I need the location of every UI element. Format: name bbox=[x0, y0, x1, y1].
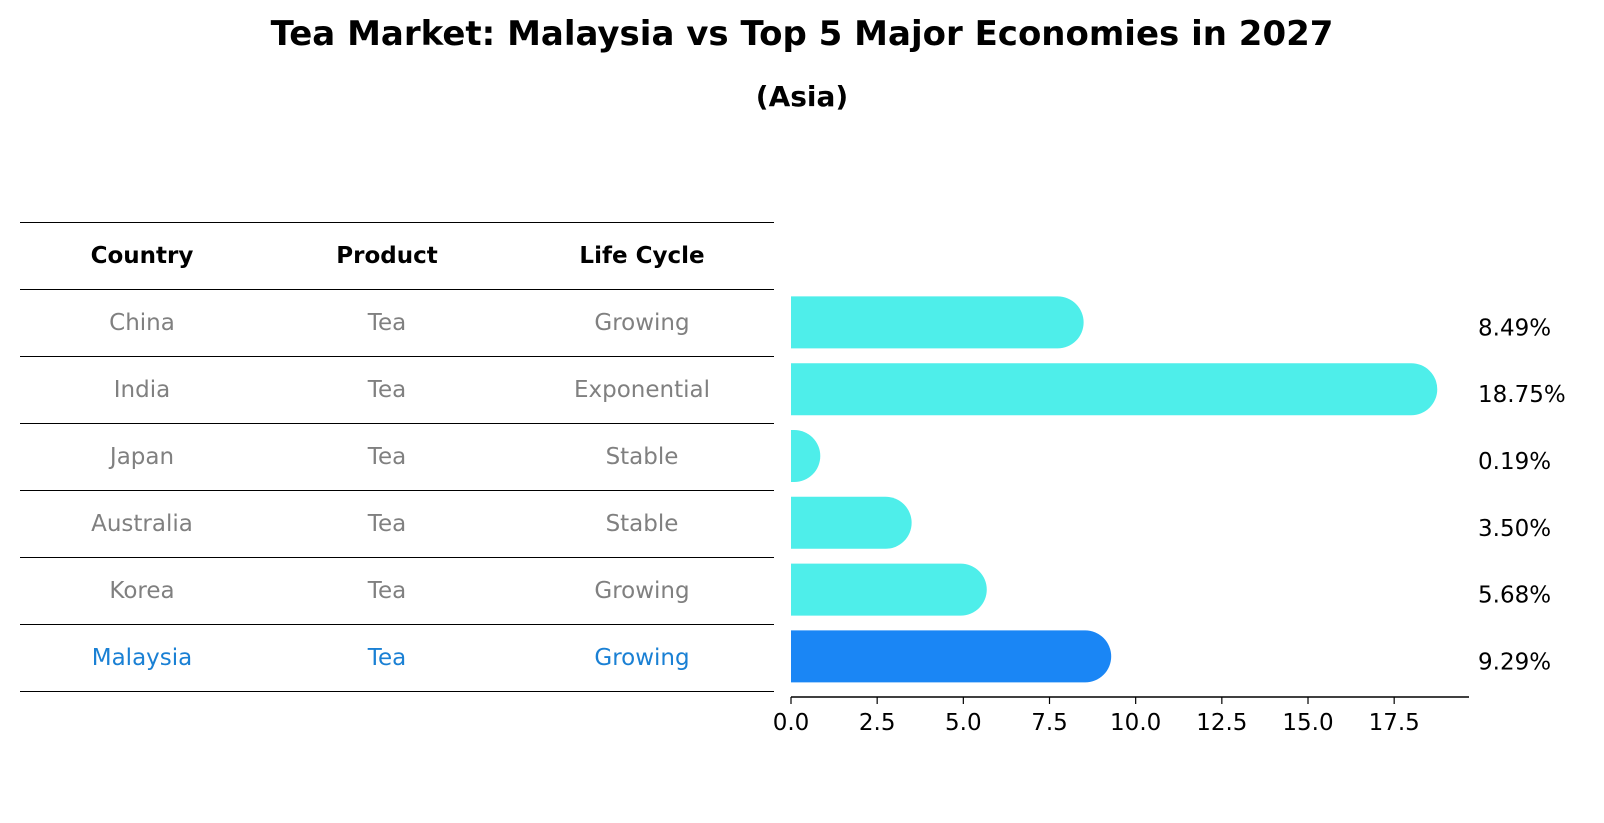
header-product: Product bbox=[264, 222, 510, 290]
table-row: China Tea Growing bbox=[20, 289, 774, 357]
table-header-row: Country Product Life Cycle bbox=[20, 222, 774, 290]
x-tick-label: 10.0 bbox=[1110, 710, 1161, 736]
header-country: Country bbox=[20, 222, 264, 290]
x-tick-label: 12.5 bbox=[1196, 710, 1247, 736]
cell-product: Tea bbox=[264, 490, 510, 558]
cell-country: Korea bbox=[20, 557, 264, 625]
cell-life-cycle: Stable bbox=[510, 490, 774, 558]
bar-value-label: 0.19% bbox=[1478, 449, 1551, 475]
x-tick-label: 7.5 bbox=[1031, 710, 1068, 736]
bar-value-label: 5.68% bbox=[1478, 583, 1551, 609]
cell-product: Tea bbox=[264, 423, 510, 491]
bar bbox=[791, 296, 1084, 349]
chart-title: Tea Market: Malaysia vs Top 5 Major Econ… bbox=[270, 14, 1334, 54]
table-row-highlight: Malaysia Tea Growing bbox=[20, 624, 774, 692]
cell-life-cycle: Growing bbox=[510, 557, 774, 625]
table-row: Japan Tea Stable bbox=[20, 423, 774, 491]
x-tick-label: 5.0 bbox=[945, 710, 982, 736]
x-tick-label: 0.0 bbox=[773, 710, 810, 736]
header-life-cycle: Life Cycle bbox=[510, 222, 774, 290]
bar-value-label: 9.29% bbox=[1478, 649, 1551, 675]
bar-value-label: 18.75% bbox=[1478, 382, 1566, 408]
cell-life-cycle: Stable bbox=[510, 423, 774, 491]
cell-country: Australia bbox=[20, 490, 264, 558]
bar bbox=[791, 430, 821, 482]
bar-value-label: 8.49% bbox=[1478, 315, 1551, 341]
market-table: Country Product Life Cycle China Tea Gro… bbox=[20, 222, 774, 692]
chart-subtitle: (Asia) bbox=[755, 80, 849, 113]
x-tick-label: 17.5 bbox=[1369, 710, 1420, 736]
cell-product: Tea bbox=[264, 356, 510, 424]
cell-life-cycle: Exponential bbox=[510, 356, 774, 424]
cell-country: China bbox=[20, 289, 264, 357]
cell-country: India bbox=[20, 356, 264, 424]
bar-value-label: 3.50% bbox=[1478, 516, 1551, 542]
table-row: Australia Tea Stable bbox=[20, 490, 774, 558]
x-tick-label: 2.5 bbox=[859, 710, 896, 736]
cell-product: Tea bbox=[264, 289, 510, 357]
cell-product: Tea bbox=[264, 557, 510, 625]
bar bbox=[791, 496, 912, 549]
cell-life-cycle: Growing bbox=[510, 289, 774, 357]
table-row: Korea Tea Growing bbox=[20, 557, 774, 625]
cell-life-cycle: Growing bbox=[510, 624, 774, 692]
cell-country: Malaysia bbox=[20, 624, 264, 692]
bar-highlight bbox=[791, 630, 1112, 683]
table-row: India Tea Exponential bbox=[20, 356, 774, 424]
cell-country: Japan bbox=[20, 423, 264, 491]
bar bbox=[791, 563, 987, 616]
bar bbox=[791, 363, 1438, 416]
x-tick-label: 15.0 bbox=[1282, 710, 1333, 736]
cell-product: Tea bbox=[264, 624, 510, 692]
